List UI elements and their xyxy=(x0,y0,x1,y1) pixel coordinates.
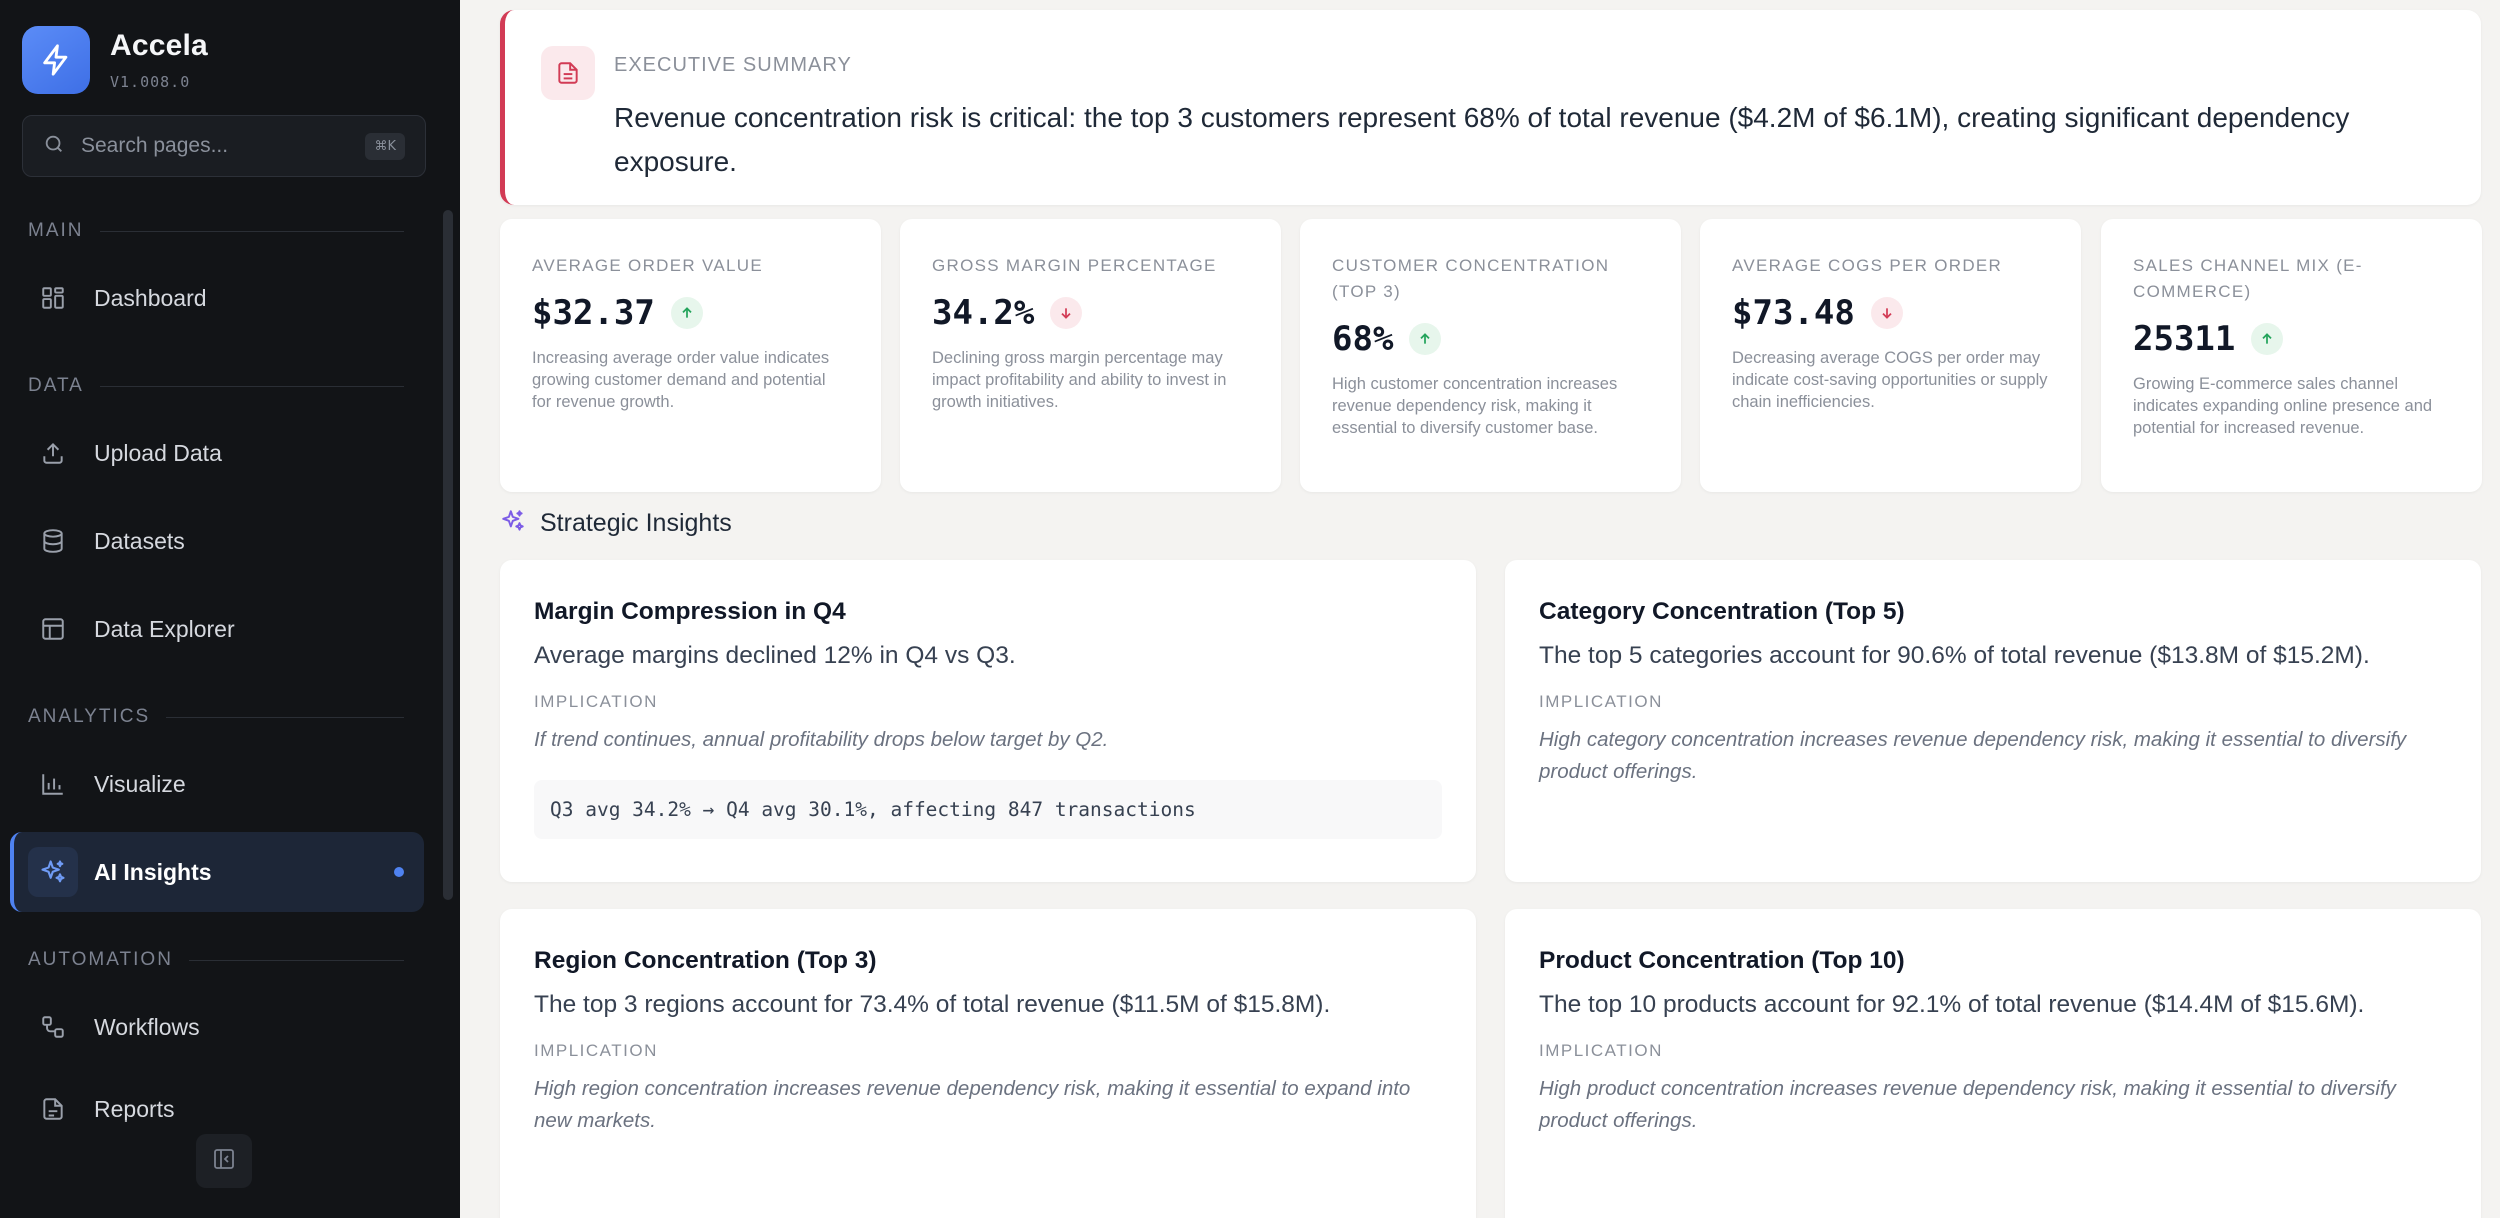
sidebar-item-dashboard[interactable]: Dashboard xyxy=(10,258,424,338)
sidebar-item-data-explorer[interactable]: Data Explorer xyxy=(10,589,424,669)
executive-summary: EXECUTIVE SUMMARY Revenue concentration … xyxy=(500,10,2481,205)
insight-detail: Q3 avg 34.2% → Q4 avg 30.1%, affecting 8… xyxy=(534,780,1442,839)
search-box[interactable]: ⌘K xyxy=(22,115,426,177)
document-icon xyxy=(541,46,595,100)
sidebar-item-label: Upload Data xyxy=(94,439,222,466)
kpi-label: AVERAGE ORDER VALUE xyxy=(532,256,763,275)
insight-summary: Average margins declined 12% in Q4 vs Q3… xyxy=(534,642,1016,669)
active-indicator xyxy=(394,867,404,877)
insight-implication: High category concentration increases re… xyxy=(1539,728,2407,783)
kpi-label: SALES CHANNEL MIX (E-COMMERCE) xyxy=(2133,256,2363,301)
kpi-value: $73.48 xyxy=(1732,293,1855,333)
insight-card: Category Concentration (Top 5) The top 5… xyxy=(1505,560,2481,882)
insight-title: Product Concentration (Top 10) xyxy=(1539,947,1905,974)
sidebar-item-label: Workflows xyxy=(94,1013,200,1040)
insight-title: Category Concentration (Top 5) xyxy=(1539,598,1905,625)
trend-up-icon xyxy=(1409,323,1442,355)
kpi-card: GROSS MARGIN PERCENTAGE 34.2% Declining … xyxy=(900,219,1281,492)
section-label-main: MAIN xyxy=(28,220,404,242)
kpi-description: Declining gross margin percentage may im… xyxy=(932,349,1227,411)
report-icon xyxy=(28,1096,78,1122)
insight-implication: If trend continues, annual profitability… xyxy=(534,728,1109,751)
strategic-insights-header: Strategic Insights xyxy=(500,508,732,539)
sparkles-icon xyxy=(500,508,526,539)
bar-chart-icon xyxy=(28,759,78,809)
kpi-value: 34.2% xyxy=(932,293,1035,333)
sidebar-item-datasets[interactable]: Datasets xyxy=(10,501,424,581)
trend-up-icon xyxy=(670,297,703,329)
kpi-value: 68% xyxy=(1332,319,1394,359)
kpi-description: Increasing average order value indicates… xyxy=(532,349,830,411)
section-label-data: DATA xyxy=(28,375,404,397)
implication-label: IMPLICATION xyxy=(1539,692,1663,711)
kpi-value: 25311 xyxy=(2133,319,2236,359)
section-title: Strategic Insights xyxy=(540,509,732,537)
kpi-label: AVERAGE COGS PER ORDER xyxy=(1732,256,2003,275)
lightning-icon xyxy=(22,26,90,94)
insight-summary: The top 10 products account for 92.1% of… xyxy=(1539,991,2365,1018)
kpi-description: High customer concentration increases re… xyxy=(1332,375,1618,437)
sidebar-item-upload-data[interactable]: Upload Data xyxy=(10,413,424,493)
kpi-card: AVERAGE ORDER VALUE $32.37 Increasing av… xyxy=(500,219,881,492)
main-content: EXECUTIVE SUMMARY Revenue concentration … xyxy=(460,0,2500,1218)
trend-up-icon xyxy=(2251,323,2284,355)
search-icon xyxy=(43,133,65,160)
sidebar-item-workflows[interactable]: Workflows xyxy=(10,987,424,1067)
kpi-card: AVERAGE COGS PER ORDER $73.48 Decreasing… xyxy=(1700,219,2081,492)
sidebar-item-ai-insights[interactable]: AI Insights xyxy=(10,832,424,912)
sidebar-item-label: Dashboard xyxy=(94,284,207,311)
brand-name: Accela xyxy=(110,29,208,62)
sidebar: Accela V1.008.0 ⌘K MAIN Dashboard DATA U… xyxy=(0,0,460,1218)
sidebar-item-visualize[interactable]: Visualize xyxy=(10,744,424,824)
insight-implication: High region concentration increases reve… xyxy=(534,1077,1411,1132)
trend-down-icon xyxy=(1050,297,1083,329)
kpi-value: $32.37 xyxy=(532,293,655,333)
insight-implication: High product concentration increases rev… xyxy=(1539,1077,2396,1132)
insight-summary: The top 5 categories account for 90.6% o… xyxy=(1539,642,2370,669)
search-input[interactable] xyxy=(81,134,366,158)
upload-icon xyxy=(28,428,78,478)
executive-summary-text: Revenue concentration risk is critical: … xyxy=(614,102,2350,177)
sidebar-collapse-icon xyxy=(212,1147,236,1176)
kpi-label: CUSTOMER CONCENTRATION (TOP 3) xyxy=(1332,256,1610,301)
sidebar-item-label: Reports xyxy=(94,1096,175,1122)
insight-title: Margin Compression in Q4 xyxy=(534,598,846,625)
insight-summary: The top 3 regions account for 73.4% of t… xyxy=(534,991,1331,1018)
insight-card: Margin Compression in Q4 Average margins… xyxy=(500,560,1476,882)
workflow-icon xyxy=(28,1002,78,1052)
executive-summary-label: EXECUTIVE SUMMARY xyxy=(614,54,852,76)
section-label-analytics: ANALYTICS xyxy=(28,706,404,728)
sidebar-scrollbar[interactable] xyxy=(443,210,453,900)
implication-label: IMPLICATION xyxy=(534,1041,658,1060)
kpi-label: GROSS MARGIN PERCENTAGE xyxy=(932,256,1217,275)
kpi-card: CUSTOMER CONCENTRATION (TOP 3) 68% High … xyxy=(1300,219,1681,492)
sidebar-item-label: Visualize xyxy=(94,770,186,797)
kpi-description: Decreasing average COGS per order may in… xyxy=(1732,349,2048,411)
brand-version: V1.008.0 xyxy=(110,73,191,91)
collapse-sidebar-button[interactable] xyxy=(196,1134,252,1188)
table-icon xyxy=(28,604,78,654)
implication-label: IMPLICATION xyxy=(534,692,658,711)
sidebar-item-label: Data Explorer xyxy=(94,615,235,642)
sidebar-item-label: Datasets xyxy=(94,527,185,554)
grid-icon xyxy=(28,273,78,323)
trend-down-icon xyxy=(1870,297,1903,329)
kpi-card: SALES CHANNEL MIX (E-COMMERCE) 25311 Gro… xyxy=(2101,219,2482,492)
brand[interactable]: Accela V1.008.0 xyxy=(22,26,208,94)
search-shortcut: ⌘K xyxy=(365,132,405,160)
section-label-automation: AUTOMATION xyxy=(28,949,404,971)
kpi-description: Growing E-commerce sales channel indicat… xyxy=(2133,375,2433,437)
insight-card: Product Concentration (Top 10) The top 1… xyxy=(1505,909,2481,1218)
sidebar-item-label: AI Insights xyxy=(94,858,212,885)
sidebar-item-reports[interactable]: Reports xyxy=(10,1074,424,1134)
implication-label: IMPLICATION xyxy=(1539,1041,1663,1060)
database-icon xyxy=(28,516,78,566)
insight-card: Region Concentration (Top 3) The top 3 r… xyxy=(500,909,1476,1218)
insight-title: Region Concentration (Top 3) xyxy=(534,947,877,974)
sparkles-icon xyxy=(28,847,78,897)
